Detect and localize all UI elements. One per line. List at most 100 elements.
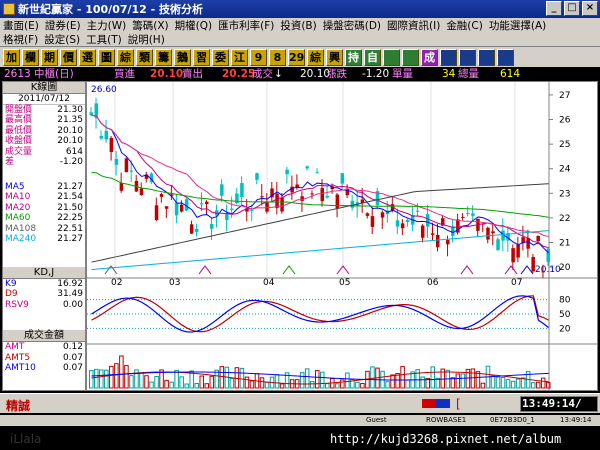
status-time: 13:49:14/ <box>522 397 582 410</box>
candle-body <box>420 225 425 238</box>
kline-panel-title: K線圖 <box>3 82 85 94</box>
menu-item-row2-0[interactable]: 格視(F) <box>3 33 39 46</box>
candle-body <box>189 224 194 234</box>
toolbar-button-8[interactable]: 籌 <box>155 48 172 66</box>
volume-bar <box>164 379 169 389</box>
status-bar: 精誠 [ 13:49:14/ <box>0 393 600 413</box>
minimize-button[interactable]: _ <box>546 1 562 16</box>
toolbar-button-14[interactable]: 8 <box>269 48 286 66</box>
toolbar-button-3[interactable]: 價 <box>60 48 77 66</box>
toolbar-button-22[interactable]: 成 <box>421 48 438 66</box>
toolbar-button-12[interactable]: 江 <box>231 48 248 66</box>
stock-name[interactable]: 2613 中櫃(日) <box>4 68 74 80</box>
volume-panel-title: 成交金額 <box>3 330 85 342</box>
candle-body <box>375 191 380 205</box>
kd-row: D9 31.49 <box>3 289 85 300</box>
menu-item-row2-1[interactable]: 設定(S) <box>44 33 81 46</box>
k9-line <box>91 295 549 333</box>
candle-body <box>511 248 515 263</box>
toolbar-button-18[interactable]: 持 <box>345 48 362 66</box>
menu-item-row1-5[interactable]: 匯市利率(F) <box>218 19 275 32</box>
toolbar-button-17[interactable]: 興 <box>326 48 343 66</box>
toolbar-button-2[interactable]: 期 <box>41 48 58 66</box>
indicator-value: 21.50 <box>57 202 83 213</box>
toolbar-button-5[interactable]: 圖 <box>98 48 115 66</box>
toolbar-button-4[interactable]: 選 <box>79 48 96 66</box>
indicator-label: MA5 <box>5 181 25 192</box>
title-bar[interactable]: 新世紀贏家 - 100/07/12 - 技術分析 _ □ × <box>0 0 600 18</box>
indicator-value: 0.00 <box>62 299 83 310</box>
toolbar-button-21[interactable] <box>402 48 419 66</box>
volume-bar <box>395 373 400 389</box>
menu-item-row1-7[interactable]: 操盤密碼(D) <box>322 19 382 32</box>
candle-body <box>415 210 420 212</box>
technical-chart[interactable]: 27 26 25 24 23 22 21 20 80 50 20 02 03 04 05 06 07 26.60 2… <box>86 81 598 391</box>
toolbar-button-10[interactable]: 習 <box>193 48 210 66</box>
volume-bar <box>475 371 481 389</box>
ma-row: MA60 22.25 <box>3 213 85 224</box>
menu-item-row1-8[interactable]: 國際資訊(I) <box>387 19 441 32</box>
price-tick-label: 22 <box>559 214 570 224</box>
candle-body <box>230 208 234 210</box>
change-value: -1.20 <box>362 67 390 80</box>
candle-body <box>270 188 274 198</box>
candle-body <box>526 238 530 249</box>
indicator-value: 31.49 <box>57 289 83 299</box>
single-volume-label: 單量 <box>392 68 413 80</box>
toolbar-button-24[interactable] <box>459 48 476 66</box>
menu-item-row2-3[interactable]: 說明(H) <box>127 33 165 46</box>
menu-item-row1-10[interactable]: 功能選擇(A) <box>488 19 547 32</box>
volume-bar <box>124 365 129 389</box>
toolbar-button-1[interactable]: 欄 <box>22 48 39 66</box>
diff-value: -1.20 <box>59 157 83 167</box>
menu-item-row1-6[interactable]: 投資(B) <box>280 19 317 32</box>
toolbar-button-25[interactable] <box>478 48 495 66</box>
candle-body <box>265 201 269 212</box>
toolbar-button-6[interactable]: 綜 <box>117 48 134 66</box>
menu-item-row1-9[interactable]: 金融(C) <box>446 19 483 32</box>
kd-tick-label: 50 <box>559 310 571 320</box>
volume-bar <box>320 371 325 389</box>
menu-item-row1-2[interactable]: 主力(W) <box>86 19 127 32</box>
candle-body <box>220 184 224 196</box>
toolbar-button-15[interactable]: 29 <box>288 48 305 66</box>
toolbar-button-0[interactable]: 加 <box>3 48 20 66</box>
total-volume-value: 614 <box>500 67 521 80</box>
toolbar-button-13[interactable]: 9 <box>250 48 267 66</box>
toolbar-button-26[interactable] <box>497 48 514 66</box>
ma-row: MA10 21.54 <box>3 192 85 203</box>
candle-body <box>456 219 460 233</box>
indicator-label: MA240 <box>5 234 37 244</box>
trade-arrow-icon: ↓ <box>274 67 283 80</box>
volume-bar <box>284 372 290 389</box>
single-volume-value: 34 <box>442 67 456 80</box>
price-tick-label: 27 <box>559 91 570 101</box>
chart-svg[interactable]: 27 26 25 24 23 22 21 20 80 50 20 02 03 04 05 06 07 26.60 2… <box>87 82 597 390</box>
vol-row: AMT 0.12 <box>3 342 85 353</box>
indicator-value: 21.27 <box>57 181 83 192</box>
close-button[interactable]: × <box>582 1 598 16</box>
maximize-button[interactable]: □ <box>564 1 580 16</box>
volume-list: AMT 0.12 AMT5 0.07 AMT10 0.07 <box>3 342 85 374</box>
volume-bar <box>309 381 315 389</box>
candle-body <box>506 233 510 241</box>
toolbar-button-19[interactable]: 自 <box>364 48 381 66</box>
menu-item-row1-0[interactable]: 畫面(E) <box>3 19 39 32</box>
toolbar-button-11[interactable]: 委 <box>212 48 229 66</box>
toolbar-button-16[interactable]: 綜 <box>307 48 324 66</box>
amt10-line <box>91 371 549 381</box>
menu-item-row1-3[interactable]: 籌碼(X) <box>132 19 169 32</box>
menu-item-row1-1[interactable]: 證券(E) <box>44 19 81 32</box>
toolbar-button-7[interactable]: 類 <box>136 48 153 66</box>
candle-body <box>139 188 144 196</box>
toolbar-button-23[interactable] <box>440 48 457 66</box>
candle-body <box>109 137 114 152</box>
menu-item-row1-4[interactable]: 期權(Q) <box>174 19 213 32</box>
total-volume-label: 總量 <box>458 68 479 80</box>
candle-body <box>451 226 455 236</box>
toolbar-button-20[interactable] <box>383 48 400 66</box>
volume-bar <box>299 372 305 389</box>
toolbar-button-9[interactable]: 鵝 <box>174 48 191 66</box>
candle-body <box>461 216 465 218</box>
menu-item-row2-2[interactable]: 工具(T) <box>86 33 122 46</box>
